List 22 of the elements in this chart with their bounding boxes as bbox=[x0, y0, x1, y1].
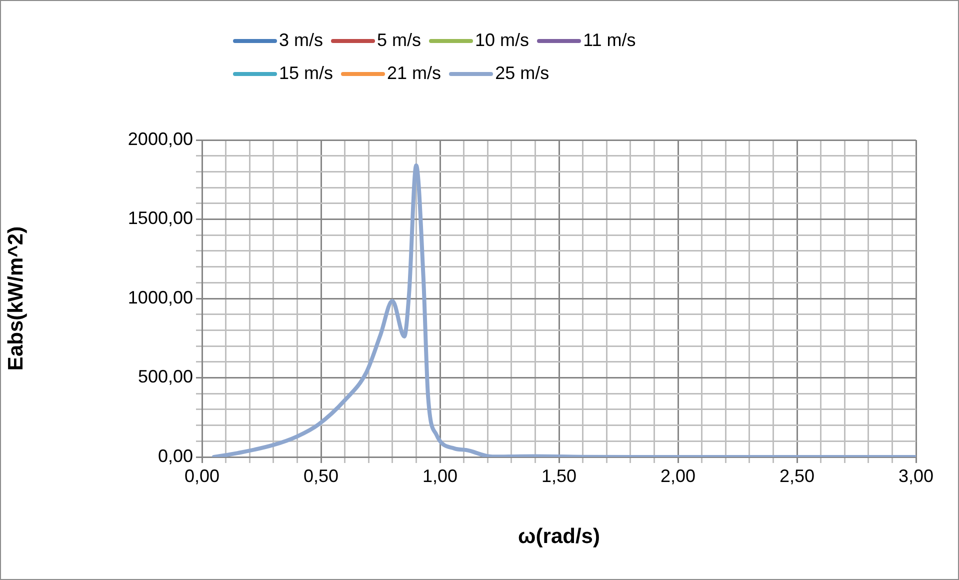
y-tick-label: 1000,00 bbox=[128, 287, 193, 308]
x-tick-label: 0,00 bbox=[184, 466, 220, 486]
legend-label: 11 m/s bbox=[583, 30, 636, 51]
y-axis-title: Eabs(kW/m^2) bbox=[4, 226, 28, 371]
x-tick-label: 0,50 bbox=[303, 466, 339, 486]
legend-label: 25 m/s bbox=[495, 63, 550, 84]
legend-label: 15 m/s bbox=[279, 63, 334, 84]
x-tick-label: 1,00 bbox=[422, 466, 458, 486]
legend-label: 10 m/s bbox=[475, 30, 530, 51]
x-axis-title: ω(rad/s) bbox=[518, 525, 600, 548]
legend-label: 21 m/s bbox=[387, 63, 442, 84]
legend-label: 5 m/s bbox=[377, 30, 422, 51]
x-tick-label: 1,50 bbox=[541, 466, 577, 486]
x-tick-label: 2,50 bbox=[779, 466, 815, 486]
x-tick-label: 2,00 bbox=[660, 466, 696, 486]
legend-label: 3 m/s bbox=[279, 30, 324, 51]
y-tick-label: 1500,00 bbox=[128, 208, 193, 228]
y-tick-label: 500,00 bbox=[138, 366, 193, 387]
y-tick-label: 2000,00 bbox=[128, 128, 193, 149]
x-tick-label: 3,00 bbox=[898, 466, 934, 486]
line-series bbox=[212, 163, 916, 457]
y-tick-label: 0,00 bbox=[158, 446, 193, 466]
